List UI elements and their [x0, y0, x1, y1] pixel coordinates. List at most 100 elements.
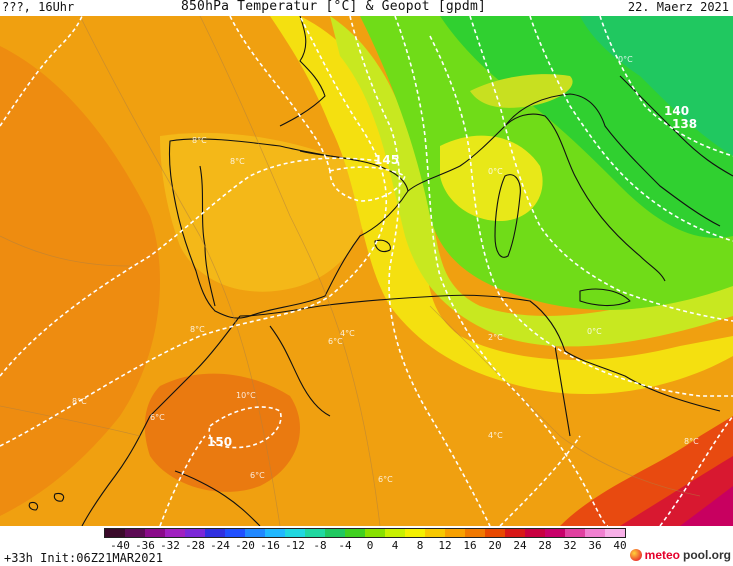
temperature-field-alps	[470, 74, 573, 108]
color-scale-swatch	[225, 529, 245, 537]
forecast-run-info: +33h Init:06Z21MAR2021	[4, 551, 163, 565]
temp-label: 8°C	[192, 136, 207, 145]
coastline-adriatic	[504, 93, 721, 227]
color-scale-swatch	[405, 529, 425, 537]
coastline-sardinia-corsica	[494, 174, 521, 258]
isotherm-3	[0, 235, 131, 267]
temp-label: 10°C	[236, 391, 256, 400]
temperature-labels: 0°C 8°C 8°C 4°C 6°C 8°C 10°C 2°C 0°C 0°C…	[72, 55, 699, 484]
weather-map[interactable]: 145 140 138 150 0°C 8°C 8°C 4°C 6°C 8°C …	[0, 16, 733, 526]
color-scale-tick-label: 24	[513, 539, 527, 552]
coastline-italy-west	[407, 113, 666, 282]
logo-icon	[629, 549, 642, 561]
isotherm-5	[0, 405, 141, 437]
color-scale-swatch	[525, 529, 545, 537]
geopot-contour-11	[159, 435, 206, 526]
temp-label: 6°C	[250, 471, 265, 480]
coastline-north-africa	[239, 294, 721, 412]
color-scale-tick-label: 36	[588, 539, 602, 552]
color-scale-tick-label: 32	[563, 539, 577, 552]
color-scale-swatch	[485, 529, 505, 537]
temp-label: 6°C	[328, 337, 343, 346]
color-scale-swatch	[185, 529, 205, 537]
geopot-contour-7	[429, 35, 733, 397]
temp-label: 6°C	[378, 475, 393, 484]
logo-text-part2: pool.org	[683, 548, 731, 562]
color-scale-swatch	[505, 529, 525, 537]
color-scale-swatch	[605, 529, 625, 537]
coastline-iberia	[168, 138, 409, 319]
color-scale-tick-label: -32	[160, 539, 180, 552]
coastline-france-north	[279, 16, 326, 127]
geopot-contour-8	[469, 16, 733, 322]
color-scale-tick-label: -8	[313, 539, 327, 552]
temp-label: 0°C	[587, 327, 602, 336]
color-scale-tick-label: 20	[488, 539, 502, 552]
weather-map-svg: 145 140 138 150 0°C 8°C 8°C 4°C 6°C 8°C …	[0, 16, 733, 526]
color-scale-swatch	[385, 529, 405, 537]
color-scale-tick-label: -40	[110, 539, 130, 552]
isotherm-2	[199, 16, 381, 526]
color-scale-swatch	[265, 529, 285, 537]
border-tunisia-libya	[554, 345, 571, 437]
temp-label: 0°C	[618, 55, 633, 64]
temperature-field-yellow-green	[330, 16, 733, 347]
geopot-contour-13	[659, 415, 733, 526]
color-scale-tick-label: 8	[416, 539, 424, 552]
color-scale-tick-label: 0	[366, 539, 374, 552]
temperature-field-sahara	[144, 373, 300, 492]
color-scale-tick-label: 28	[538, 539, 552, 552]
color-scale-tick-label: 16	[463, 539, 477, 552]
coastline-morocco	[81, 315, 241, 526]
temp-label: 2°C	[488, 333, 503, 342]
temperature-field-hot-se-max	[680, 486, 733, 526]
geopotential-labels: 145 140 138 150	[207, 104, 697, 449]
color-scale-swatch	[285, 529, 305, 537]
color-scale-swatch	[425, 529, 445, 537]
temperature-isolines	[0, 16, 701, 526]
color-scale-tick-label: -24	[210, 539, 230, 552]
color-scale-tick-label: -20	[235, 539, 255, 552]
temp-label: 6°C	[150, 413, 165, 422]
temp-label: 8°C	[72, 397, 87, 406]
geopot-label-145: 145	[374, 153, 399, 167]
meteopool-logo[interactable]: meteo pool.org	[629, 546, 731, 564]
color-scale-tick-label: 12	[438, 539, 452, 552]
color-scale-tick-label: -12	[285, 539, 305, 552]
color-scale-swatch	[245, 529, 265, 537]
header-date: 22. Maerz 2021	[627, 0, 729, 14]
geopot-contour-150-loop	[208, 406, 282, 449]
header-location-time: ???, 16Uhr	[2, 0, 75, 14]
temp-label: 8°C	[684, 437, 699, 446]
color-scale-swatch	[565, 529, 585, 537]
temp-label: 4°C	[488, 431, 503, 440]
temperature-field-northeast	[580, 16, 733, 156]
color-scale-swatch	[345, 529, 365, 537]
temperature-field-iberia	[160, 132, 368, 292]
coastline-canary-islands-2	[53, 492, 65, 502]
color-scale-ticks: -40 -36 -32 -28 -24 -20 -16 -12 -8 -4 0 4 8 12 16 20 24 2…	[110, 539, 640, 553]
temp-label: 8°C	[230, 157, 245, 166]
color-scale-tick-label: 40	[613, 539, 627, 552]
temp-label: 8°C	[190, 325, 205, 334]
color-scale-swatch	[545, 529, 565, 537]
color-scale-tick-label: -16	[260, 539, 280, 552]
geopotential-contours	[0, 16, 733, 526]
color-scale-swatch	[205, 529, 225, 537]
color-scale-tick-label: -28	[185, 539, 205, 552]
color-scale-swatch	[145, 529, 165, 537]
color-scale-tick-label: 4	[391, 539, 399, 552]
geopot-contour-145-loop	[329, 166, 406, 202]
color-scale-swatch	[585, 529, 605, 537]
color-scale-swatch	[305, 529, 325, 537]
border-algeria-morocco	[269, 325, 331, 417]
coastline-canary-islands	[28, 502, 39, 511]
isotherm-1	[79, 16, 281, 526]
logo-text-part1: meteo	[644, 548, 680, 562]
geopot-contour-10	[599, 16, 733, 157]
map-title: 850hPa Temperatur [°C] & Geopot [gpdm]	[181, 0, 487, 14]
color-scale-swatch	[165, 529, 185, 537]
geopot-label-140: 140	[664, 104, 689, 118]
geopot-contour-9	[529, 16, 733, 242]
border-pyrenees	[299, 150, 361, 162]
